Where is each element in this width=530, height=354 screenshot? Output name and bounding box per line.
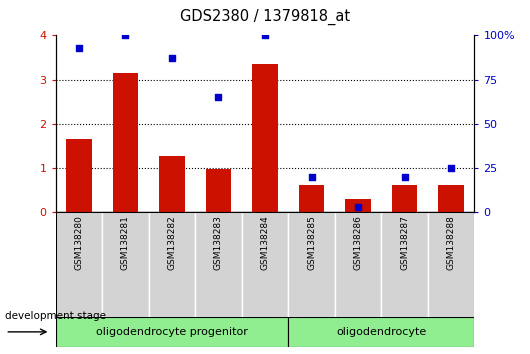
Bar	[56, 317, 288, 347]
Point	[75, 45, 83, 51]
Point	[121, 33, 130, 38]
Bar	[345, 199, 371, 212]
Bar	[288, 317, 474, 347]
Bar	[56, 212, 102, 319]
Bar	[335, 212, 381, 319]
Text: development stage: development stage	[5, 311, 107, 321]
Bar	[206, 170, 231, 212]
Bar	[438, 185, 464, 212]
Text: GSM138288: GSM138288	[447, 216, 456, 270]
Bar	[252, 64, 278, 212]
Bar	[113, 73, 138, 212]
Bar	[299, 185, 324, 212]
Text: GDS2380 / 1379818_at: GDS2380 / 1379818_at	[180, 9, 350, 25]
Text: GSM138283: GSM138283	[214, 216, 223, 270]
Point	[400, 174, 409, 180]
Text: GSM138285: GSM138285	[307, 216, 316, 270]
Point	[214, 95, 223, 100]
Text: GSM138282: GSM138282	[167, 216, 176, 270]
Text: oligodendrocyte: oligodendrocyte	[336, 327, 427, 337]
Point	[354, 204, 363, 210]
Bar	[102, 212, 149, 319]
Point	[447, 165, 455, 171]
Text: GSM138286: GSM138286	[354, 216, 363, 270]
Bar	[288, 212, 335, 319]
Text: GSM138280: GSM138280	[74, 216, 83, 270]
Point	[167, 56, 176, 61]
Bar	[149, 212, 195, 319]
Text: GSM138287: GSM138287	[400, 216, 409, 270]
Text: oligodendrocyte progenitor: oligodendrocyte progenitor	[96, 327, 248, 337]
Bar	[66, 139, 92, 212]
Bar	[392, 185, 417, 212]
Point	[261, 33, 269, 38]
Bar	[159, 156, 185, 212]
Bar	[381, 212, 428, 319]
Text: GSM138284: GSM138284	[261, 216, 269, 270]
Text: GSM138281: GSM138281	[121, 216, 130, 270]
Bar	[195, 212, 242, 319]
Bar	[428, 212, 474, 319]
Point	[307, 174, 316, 180]
Bar	[242, 212, 288, 319]
